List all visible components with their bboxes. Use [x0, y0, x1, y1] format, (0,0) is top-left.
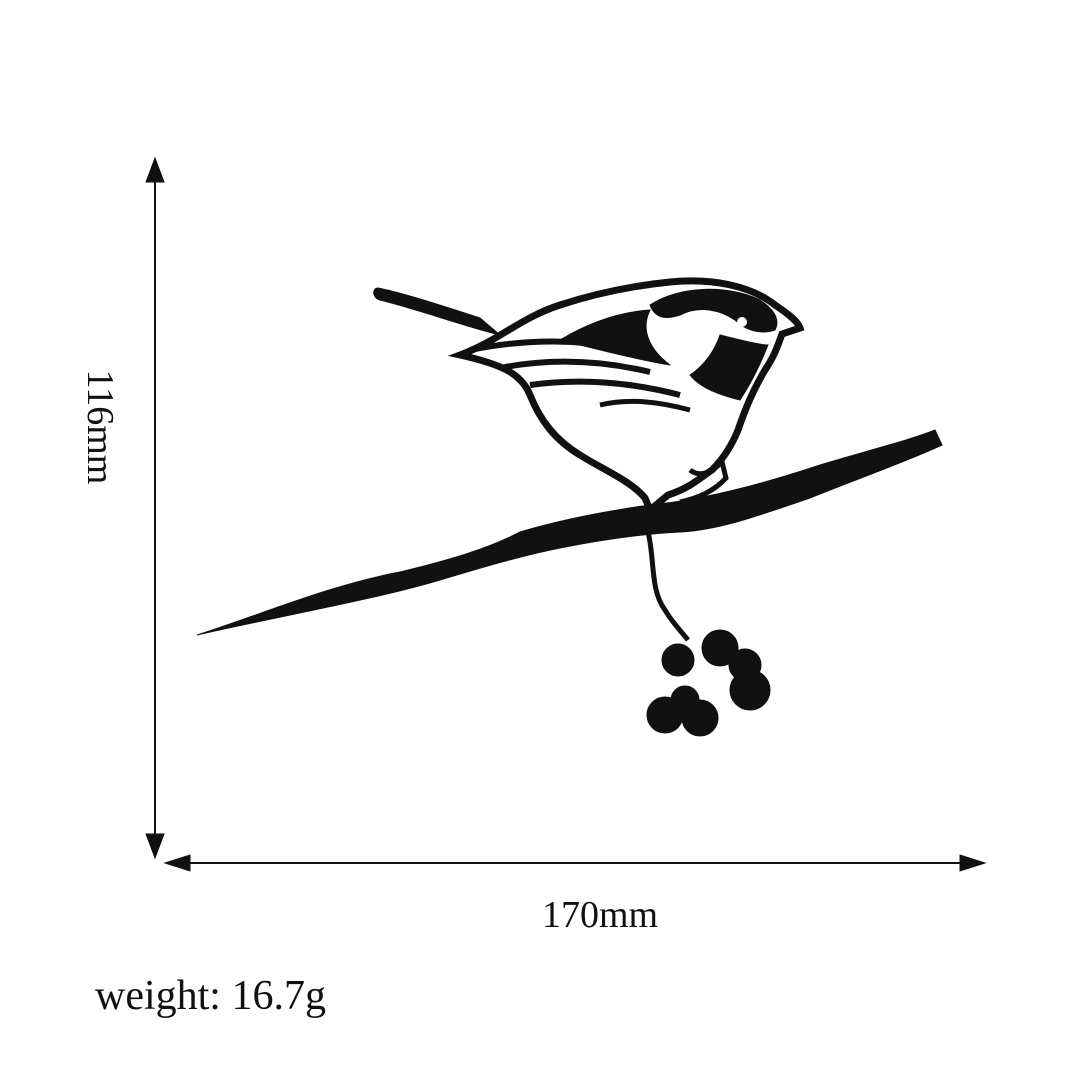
bird-on-branch-silhouette: [196, 277, 943, 737]
bird-tail: [373, 287, 501, 336]
weight-label: weight: 16.7g: [95, 973, 326, 1019]
height-dimension-label: 116mm: [79, 369, 121, 485]
berry: [661, 643, 695, 677]
width-dimension-arrow: [163, 854, 987, 872]
width-dimension-label: 170mm: [541, 894, 659, 936]
berry: [701, 629, 739, 667]
berry: [729, 669, 771, 711]
berry: [670, 685, 700, 715]
bird-body: [447, 277, 805, 516]
branch: [196, 429, 943, 636]
height-dimension-arrow: [145, 156, 165, 860]
bird-eye: [737, 317, 747, 327]
